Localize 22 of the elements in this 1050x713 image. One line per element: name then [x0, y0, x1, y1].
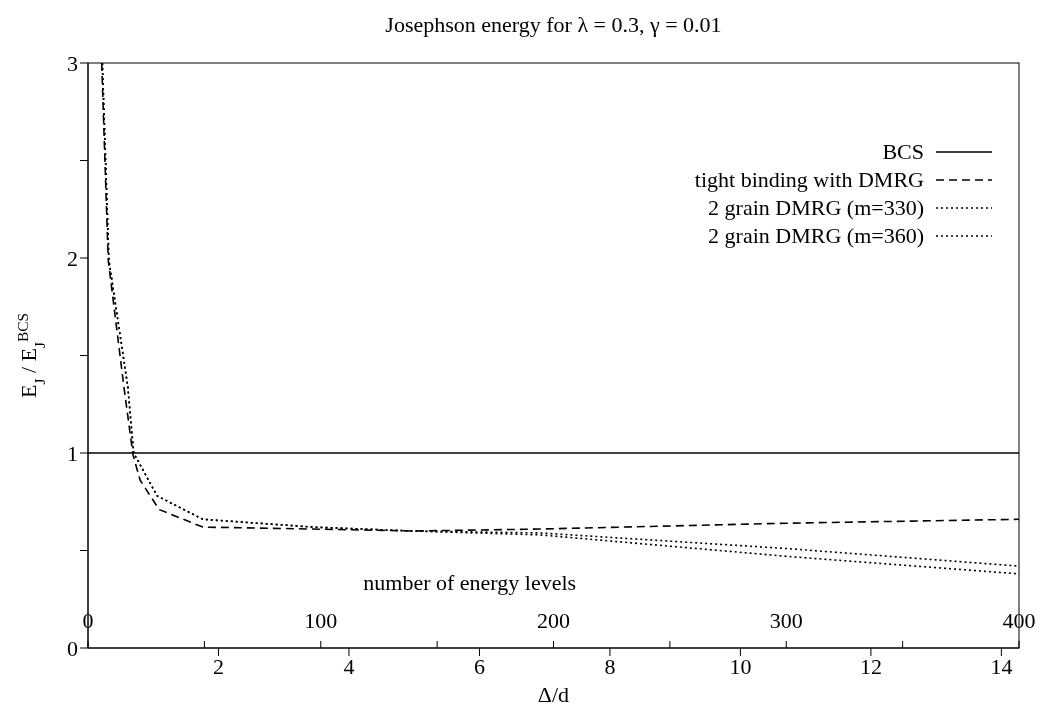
x-tick-label: 14	[990, 653, 1013, 679]
x-tick-label: 12	[859, 653, 882, 679]
x-tick-label: 2	[212, 653, 224, 679]
x2-tick-label: 200	[537, 608, 570, 633]
x2-axis-title: number of energy levels	[363, 570, 577, 595]
y-tick-label: 3	[67, 50, 78, 76]
x-tick-label: 6	[473, 653, 485, 679]
x2-tick-label: 100	[304, 608, 338, 633]
x2-tick-label: 300	[769, 608, 803, 633]
y-tick-label: 0	[67, 635, 78, 661]
y-tick-label: 2	[67, 245, 78, 271]
x-axis-title: Δ/d	[537, 682, 570, 707]
x-tick-label: 10	[729, 653, 752, 679]
x2-tick-label: 400	[1002, 608, 1036, 633]
chart-title: Josephson energy for λ = 0.3, γ = 0.01	[384, 12, 723, 38]
y-tick-label: 1	[67, 440, 78, 466]
legend-label: 2 grain DMRG (m=360)	[708, 222, 924, 250]
x-tick-label: 8	[604, 653, 616, 679]
x-tick-label: 4	[343, 653, 355, 679]
legend-label: BCS	[882, 138, 924, 166]
legend-label: tight binding with DMRG	[694, 166, 924, 194]
legend-label: 2 grain DMRG (m=330)	[708, 194, 924, 222]
